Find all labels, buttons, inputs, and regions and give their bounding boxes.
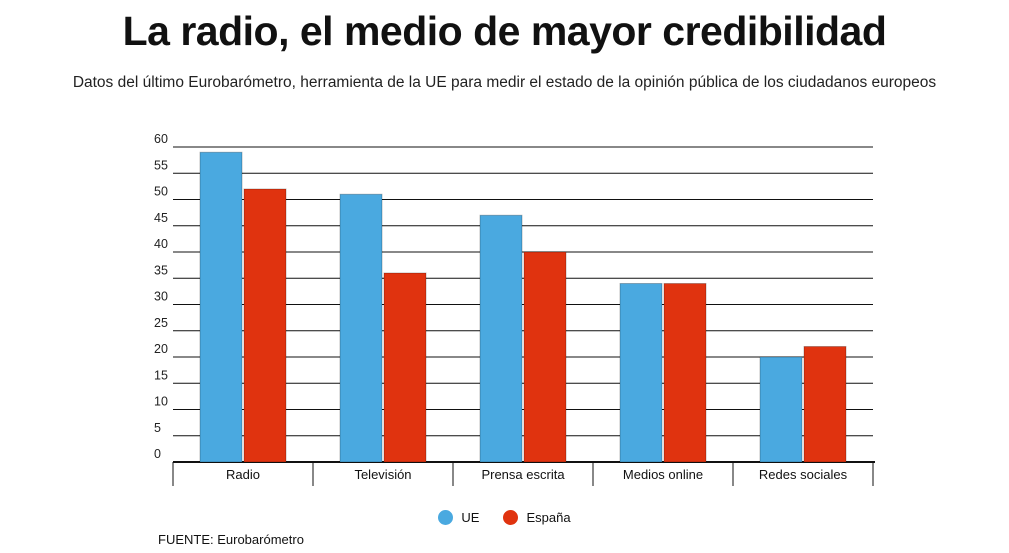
legend-item-ue[interactable]: UE <box>438 510 479 525</box>
legend-swatch-ue <box>438 510 454 525</box>
y-tick-label-45: 45 <box>154 211 168 225</box>
y-tick-label-25: 25 <box>154 316 168 330</box>
chart-subtitle: Datos del último Eurobarómetro, herramie… <box>72 74 937 91</box>
y-tick-label-20: 20 <box>154 342 168 356</box>
y-tick-label-0: 0 <box>154 447 161 461</box>
x-tick-label-5: Redes sociales <box>759 467 848 482</box>
source-note: FUENTE: Eurobarómetro <box>158 532 304 547</box>
y-tick-label-55: 55 <box>154 158 168 172</box>
x-tick-label-4: Medios online <box>623 467 703 482</box>
legend-label-espana: España <box>526 510 571 525</box>
legend-swatch-espana <box>503 510 519 525</box>
y-tick-label-10: 10 <box>154 395 168 409</box>
bar-espana-1 <box>243 188 287 463</box>
x-tick-label-3: Prensa escrita <box>481 467 565 482</box>
x-tick-label-2: Televisión <box>354 467 411 482</box>
y-tick-label-5: 5 <box>154 421 161 435</box>
bar-espana-5 <box>803 346 847 463</box>
bar-ue-2 <box>339 193 383 463</box>
y-tick-label-30: 30 <box>154 290 168 304</box>
bar-espana-2 <box>383 272 427 463</box>
bar-ue-5 <box>759 356 803 463</box>
bar-ue-3 <box>479 214 523 463</box>
legend-label-ue: UE <box>461 510 480 525</box>
legend: UE España <box>0 510 1009 525</box>
x-tick-label-1: Radio <box>226 467 260 482</box>
y-tick-label-60: 60 <box>154 132 168 146</box>
bar-espana-3 <box>523 251 567 463</box>
y-tick-label-40: 40 <box>154 237 168 251</box>
legend-item-espana[interactable]: España <box>503 510 571 525</box>
y-tick-label-15: 15 <box>154 368 168 382</box>
bar-ue-4 <box>619 283 663 463</box>
chart-title: La radio, el medio de mayor credibilidad <box>122 8 887 54</box>
bar-ue-1 <box>199 151 243 463</box>
y-tick-label-35: 35 <box>154 263 168 277</box>
y-tick-label-50: 50 <box>154 185 168 199</box>
bar-espana-4 <box>663 283 707 463</box>
